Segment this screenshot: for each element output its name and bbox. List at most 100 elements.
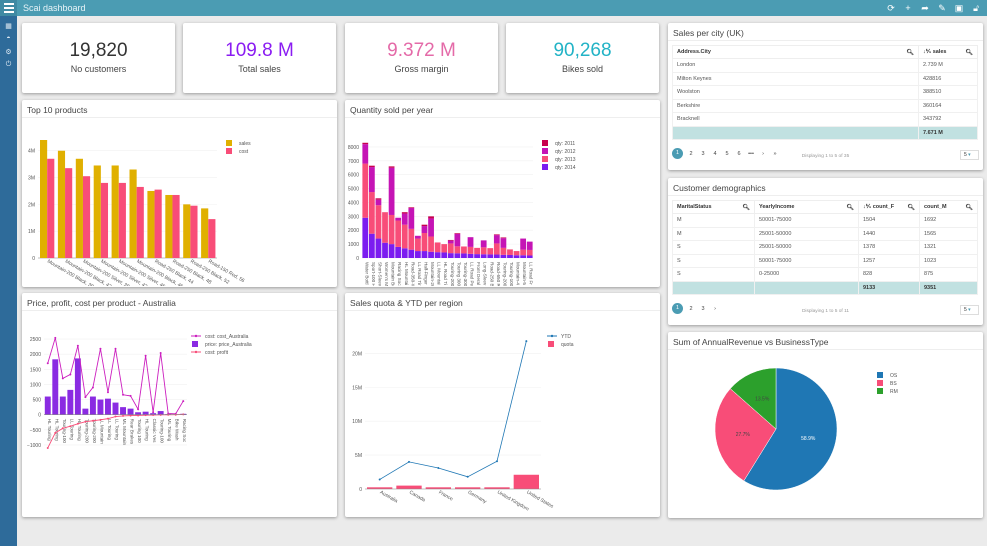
page-button[interactable]: ›	[762, 150, 764, 157]
hamburger-menu-icon[interactable]	[0, 0, 17, 16]
y-tick-label: 0	[359, 487, 362, 493]
x-tick-label: Half-Finger	[423, 262, 428, 285]
page-button[interactable]: 5	[725, 150, 729, 157]
x-tick-label: Short-Sleev	[377, 262, 382, 286]
bar-qty-2014	[500, 254, 507, 258]
save-icon[interactable]: ▣	[954, 2, 964, 13]
dashboard-icon[interactable]: ◓	[6, 35, 11, 42]
bar-qty-2014	[507, 254, 513, 258]
column-header-count-m[interactable]: count_M 🔍︎	[919, 200, 978, 214]
table-row[interactable]: Bracknell 343792	[672, 112, 978, 127]
page-button[interactable]: »	[773, 150, 777, 157]
point-cost-cost_Australia	[114, 347, 117, 350]
bar-cost	[172, 194, 180, 258]
share-icon[interactable]: ➦	[921, 2, 929, 13]
kpi-value: 9.372 M	[387, 40, 456, 61]
table-row[interactable]: London 2.739 M	[672, 58, 978, 73]
slice-label: 27.7%	[736, 432, 751, 438]
power-icon[interactable]: ⏻	[5, 61, 12, 68]
table-row[interactable]: S 0-25000 828 875	[672, 267, 978, 282]
page-button[interactable]: ›	[714, 305, 716, 312]
legend-swatch-icon	[877, 380, 883, 386]
page-button[interactable]: 2	[689, 305, 693, 312]
page-button[interactable]: 6	[737, 150, 741, 157]
bar-qty-2012	[526, 241, 533, 250]
page-button[interactable]: 4	[713, 150, 717, 157]
x-tick-label: Australia	[379, 490, 399, 505]
page-size-select[interactable]: 5 ▾	[960, 150, 979, 160]
search-icon[interactable]: 🔍︎	[965, 49, 973, 56]
table-row[interactable]: S 25001-50000 1378 1321	[672, 240, 978, 255]
x-tick-label: LL Mountai	[437, 262, 442, 285]
bar-quota	[455, 487, 481, 489]
sort-icon[interactable]: ↓⅟₁	[863, 203, 872, 210]
kpi-value: 109.8 M	[225, 40, 294, 61]
page-button[interactable]: 3	[701, 150, 705, 157]
bar-qty-2011	[401, 212, 408, 214]
column-header-count-f[interactable]: ↓⅟₁ count_F 🔍︎	[858, 200, 920, 214]
page-button[interactable]: •••	[748, 150, 754, 157]
plus-icon[interactable]: +	[905, 2, 911, 13]
column-header-maritalstatus[interactable]: MaritalStatus 🔍︎	[672, 200, 755, 214]
bar-sales	[57, 150, 66, 258]
table-cell: 343792	[918, 112, 978, 127]
search-icon[interactable]: 🔍︎	[742, 204, 750, 211]
bar-qty-2014	[428, 251, 434, 258]
page-button[interactable]: 3	[701, 305, 705, 312]
bar-qty-2012	[408, 208, 415, 229]
bar-qty-2012	[467, 237, 474, 247]
point-cost-profit	[182, 413, 185, 416]
x-tick-label: HL Touring	[77, 419, 82, 441]
x-tick-label: Touring-300	[463, 262, 468, 286]
lock-icon[interactable]: 🔓︎	[973, 2, 979, 13]
table-row[interactable]: Milton Keynes 428816	[672, 71, 978, 86]
kpi-label: Bikes sold	[561, 64, 604, 74]
edit-icon[interactable]: ✎	[938, 2, 946, 13]
table-cell: 1321	[919, 240, 978, 255]
page-button[interactable]: 2	[689, 150, 693, 157]
table-row[interactable]: Berkshire 360164	[672, 98, 978, 113]
point-cost-profit	[99, 418, 102, 421]
table-row[interactable]: M 50001-75000 1504 1692	[672, 213, 978, 228]
grid-icon[interactable]: ▦	[5, 23, 12, 30]
table-row[interactable]: Woolston 388510	[672, 85, 978, 100]
x-tick-label: Rear Brakes	[130, 419, 135, 445]
point-cost-profit	[129, 414, 132, 417]
x-tick-label: Touring-200	[92, 419, 97, 444]
y-tick-label: 10M	[352, 419, 362, 425]
card-title: Quantity sold per year	[345, 100, 660, 118]
legend-swatch-icon	[226, 148, 232, 154]
x-tick-label: HL Road Ti	[443, 262, 448, 285]
page-size-select[interactable]: 5 ▾	[960, 305, 979, 315]
bar-qty-2013	[447, 243, 454, 254]
bar-qty-2014	[395, 246, 402, 258]
column-header-city[interactable]: Address.City 🔍︎	[672, 45, 919, 59]
bar-qty-2014	[375, 238, 382, 258]
table-row[interactable]: M 25001-50000 1440 1565	[672, 226, 978, 241]
table-cell: 25001-50000	[754, 240, 859, 255]
settings-icon[interactable]: ⚙	[5, 49, 12, 56]
column-header-yearlyincome[interactable]: YearlyIncome 🔍︎	[754, 200, 859, 214]
customer-demographics-table: MaritalStatus 🔍︎ YearlyIncome 🔍︎ ↓⅟₁ count…	[672, 200, 978, 295]
search-icon[interactable]: 🔍︎	[846, 204, 854, 211]
card-title: Price, profit, cost per product - Austra…	[22, 293, 337, 311]
x-tick-label: Road-350-W	[410, 262, 415, 286]
bar-price	[157, 411, 164, 415]
search-icon[interactable]: 🔍︎	[965, 204, 973, 211]
page-button[interactable]: 1	[672, 303, 683, 314]
point-cost-profit	[61, 427, 64, 430]
x-tick-label: Road-250 B	[489, 262, 494, 286]
search-icon[interactable]: 🔍︎	[907, 204, 915, 211]
x-tick-label: Canada	[408, 490, 426, 504]
page-button[interactable]: 1	[672, 148, 683, 159]
table-row[interactable]: S 50001-75000 1257 1023	[672, 253, 978, 268]
search-icon[interactable]: 🔍︎	[906, 49, 914, 56]
point-cost-profit	[46, 446, 49, 449]
card-title: Sales quota & YTD per region	[345, 293, 660, 311]
bar-qty-2013	[467, 246, 474, 254]
column-header-sales[interactable]: ↓⅟₁ sales 🔍︎	[918, 45, 978, 59]
legend-swatch-icon	[192, 341, 198, 347]
refresh-icon[interactable]: ⟳	[887, 2, 895, 13]
sort-icon[interactable]: ↓⅟₁	[923, 48, 932, 55]
x-tick-label: Touring-100	[509, 262, 514, 286]
